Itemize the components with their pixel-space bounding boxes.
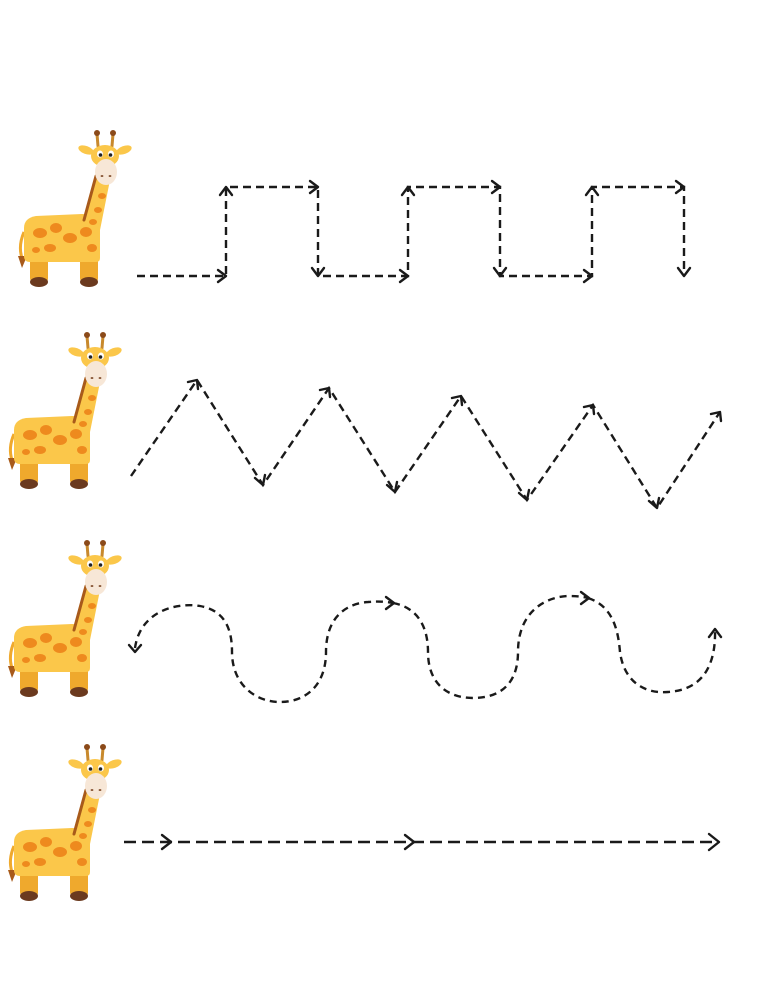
arrow-head	[384, 595, 396, 611]
arrow-head	[127, 643, 143, 654]
zigzag-arrows	[186, 378, 723, 510]
curvy-wave-arrows	[127, 590, 723, 654]
arrow-head	[579, 590, 591, 606]
arrow-head	[676, 266, 692, 278]
arrow-head	[707, 832, 721, 852]
giraffe-icon	[16, 128, 135, 289]
tracing-row-square-wave	[16, 128, 692, 289]
arrow-head	[647, 496, 661, 510]
arrow-head	[492, 266, 508, 278]
arrow-head	[490, 179, 502, 195]
arrow-head	[582, 403, 596, 416]
giraffe-icon	[6, 742, 125, 903]
arrow-head	[308, 179, 320, 195]
straight-line-arrows	[160, 832, 721, 852]
arrow-head	[584, 185, 600, 197]
curvy-wave-path	[392, 594, 589, 700]
giraffe-icon	[6, 538, 125, 699]
giraffe-icon	[6, 330, 125, 491]
arrow-head	[310, 266, 326, 278]
arrow-head	[160, 833, 173, 851]
arrow-head	[216, 268, 228, 284]
arrow-head	[400, 185, 416, 197]
arrow-head	[517, 488, 531, 502]
arrow-head	[582, 268, 594, 284]
arrow-head	[709, 410, 723, 423]
curvy-wave-path	[587, 596, 717, 694]
tracing-row-zigzag	[6, 330, 723, 511]
arrow-head	[403, 833, 416, 851]
square-wave-path	[137, 185, 686, 278]
arrow-head	[218, 185, 234, 197]
arrow-head	[450, 394, 464, 407]
arrow-head	[398, 268, 410, 284]
arrow-head	[253, 473, 267, 487]
arrow-head	[674, 179, 686, 195]
zigzag-path	[130, 377, 722, 511]
tracing-row-curvy-wave	[6, 538, 723, 704]
square-wave-arrows	[216, 179, 692, 284]
tracing-row-straight-line	[6, 742, 721, 903]
curvy-wave-path	[133, 600, 394, 704]
arrow-head	[707, 627, 723, 639]
arrow-head	[385, 480, 399, 494]
arrow-head	[318, 386, 332, 399]
arrow-head	[186, 378, 200, 391]
